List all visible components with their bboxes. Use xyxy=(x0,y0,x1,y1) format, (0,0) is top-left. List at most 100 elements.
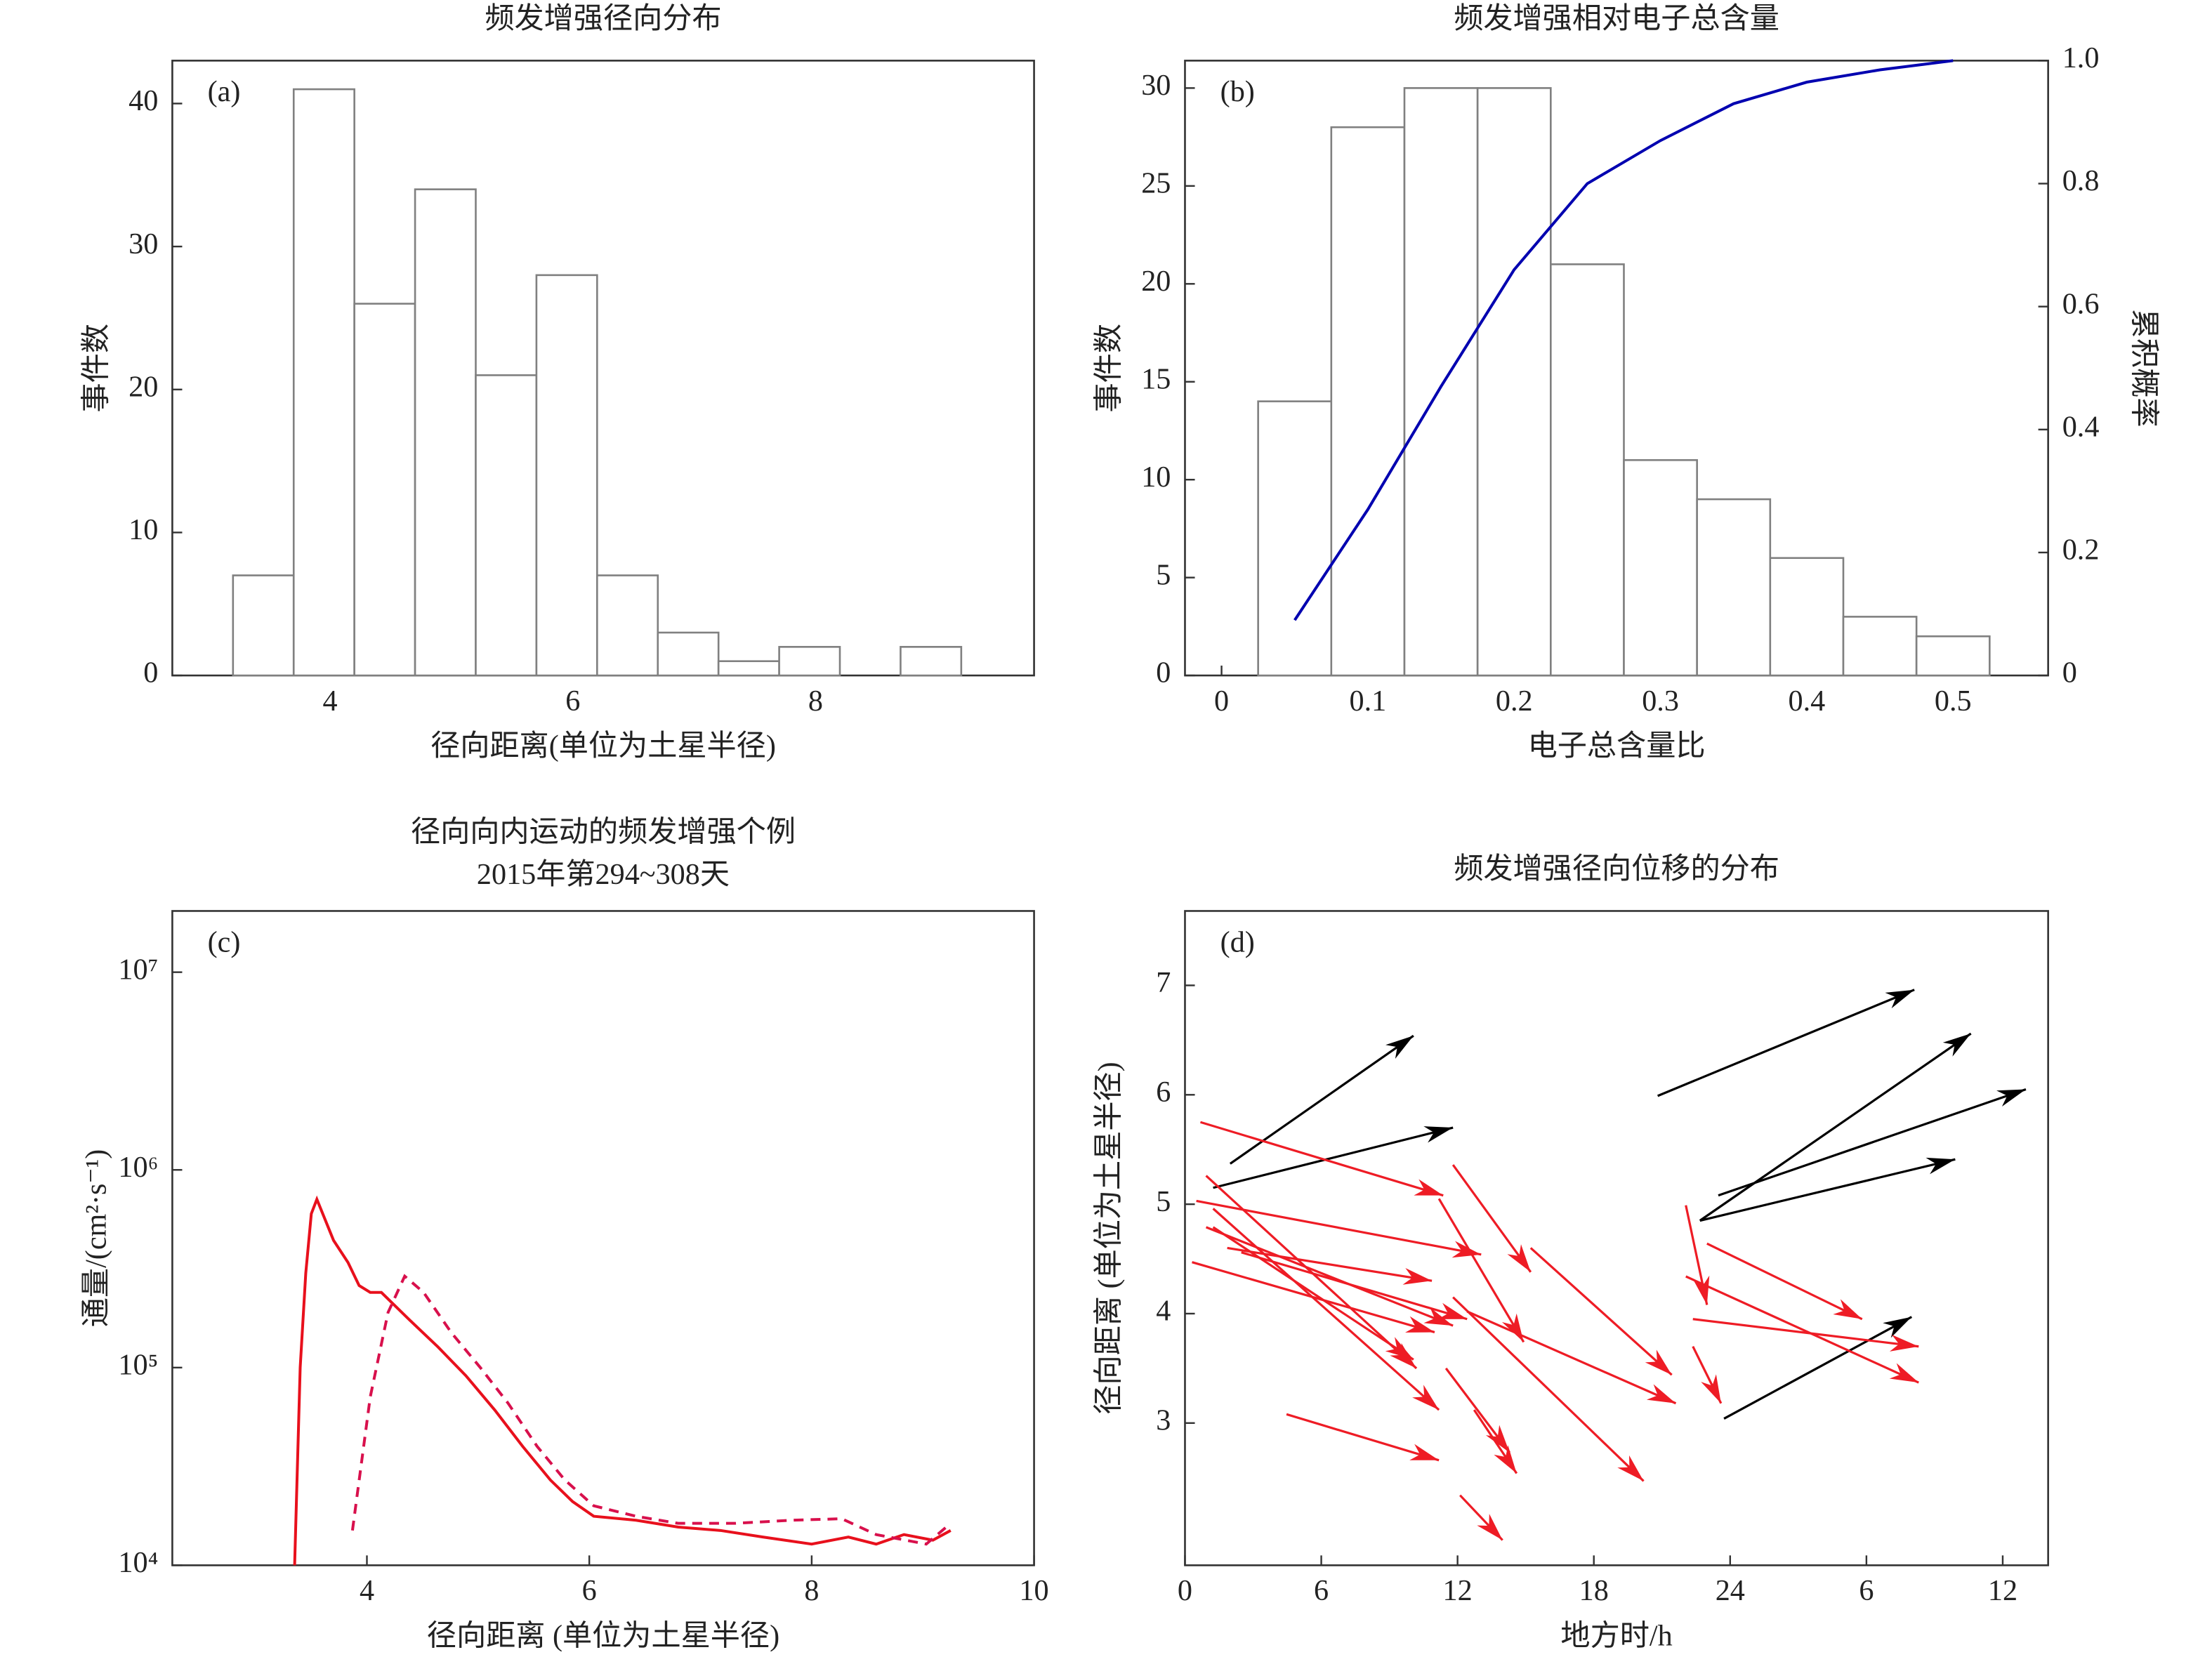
arrow-shaft xyxy=(1452,1296,1645,1482)
bar xyxy=(292,88,355,677)
plot-frame xyxy=(1184,910,2049,1566)
x-tick-label: 6 xyxy=(565,685,580,718)
data-line xyxy=(293,1195,952,1566)
arrow-shaft xyxy=(1657,989,1915,1097)
bar xyxy=(1476,87,1552,677)
x-axis-label: 径向距离(单位为土星半径) xyxy=(430,729,776,762)
bar xyxy=(1623,458,1698,677)
y-axis-label: 通量/(cm²·s⁻¹) xyxy=(80,1149,113,1328)
y-tick-label: 10⁷ xyxy=(118,953,158,986)
chart-subtitle: 2015年第294~308天 xyxy=(477,858,730,891)
y-tick-label: 15 xyxy=(1141,362,1171,395)
chart-title: 频发增强径向位移的分布 xyxy=(1454,852,1779,885)
y-tick-label: 20 xyxy=(129,370,158,403)
x-tick-label: 6 xyxy=(1314,1574,1329,1607)
y-tick-label: 10 xyxy=(1141,461,1171,494)
y-tick-label: 5 xyxy=(1156,558,1171,591)
arrow-shaft xyxy=(1212,1208,1440,1411)
arrow-head xyxy=(1617,1455,1644,1481)
arrow-head xyxy=(1451,1241,1482,1258)
x-tick-label: 0.2 xyxy=(1496,685,1533,718)
bar xyxy=(1403,87,1479,677)
y-tick-label: 4 xyxy=(1156,1295,1171,1328)
arrow-shaft xyxy=(1213,1126,1454,1189)
arrow-shaft xyxy=(1529,1247,1673,1376)
arrow-shaft xyxy=(1706,1242,1863,1321)
panel-label: (c) xyxy=(208,925,241,958)
arrow-shaft xyxy=(1200,1121,1444,1197)
data-line xyxy=(350,1274,952,1546)
arrow-head xyxy=(1494,1445,1517,1474)
arrow-shaft xyxy=(1699,1158,1956,1222)
y2-tick-label: 0.8 xyxy=(2062,164,2100,197)
bar xyxy=(1915,635,1991,677)
panel-label: (d) xyxy=(1220,925,1255,958)
arrow-head xyxy=(1889,1334,1919,1352)
bar xyxy=(1550,263,1625,677)
x-tick-label: 18 xyxy=(1579,1574,1609,1607)
x-tick-label: 8 xyxy=(808,685,823,718)
y-axis-label: 事件数 xyxy=(80,324,113,412)
arrow-head xyxy=(1402,1267,1433,1285)
arrow-head xyxy=(1385,1337,1414,1360)
arrow-head xyxy=(1485,1425,1510,1453)
x-axis-label: 地方时/h xyxy=(1560,1620,1672,1653)
arrow-shaft xyxy=(1196,1199,1482,1256)
arrow-head xyxy=(1405,1316,1435,1333)
arrow-head xyxy=(1889,1363,1919,1383)
arrow-shaft xyxy=(1286,1413,1440,1462)
arrow-shaft xyxy=(1723,1316,1913,1420)
x-tick-label: 4 xyxy=(323,685,338,718)
x-tick-label: 0.3 xyxy=(1642,685,1679,718)
x-tick-label: 10 xyxy=(1019,1574,1048,1607)
x-tick-label: 0.4 xyxy=(1789,685,1826,718)
y-tick-label: 30 xyxy=(1141,69,1171,102)
arrow-head xyxy=(1645,1349,1672,1375)
arrow-head xyxy=(1409,1444,1440,1460)
arrow-shaft xyxy=(1227,1246,1433,1282)
x-tick-label: 0.1 xyxy=(1350,685,1387,718)
y-tick-label: 25 xyxy=(1141,167,1171,200)
arrow-shaft xyxy=(1205,1226,1454,1327)
plot-frame xyxy=(171,910,1035,1566)
x-tick-label: 24 xyxy=(1716,1574,1745,1607)
y-tick-label: 10⁴ xyxy=(118,1546,158,1579)
bar xyxy=(1330,126,1406,677)
arrow-shaft xyxy=(1229,1034,1414,1165)
bar xyxy=(353,303,416,677)
y-tick-label: 40 xyxy=(129,84,158,117)
arrow-head xyxy=(1385,1036,1414,1059)
arrow-head xyxy=(1692,1275,1710,1305)
bar xyxy=(596,574,659,677)
y-axis-label: 事件数 xyxy=(1093,324,1126,412)
bar xyxy=(1769,557,1845,677)
x-tick-label: 6 xyxy=(582,1574,597,1607)
y-tick-label: 6 xyxy=(1156,1076,1171,1109)
x-tick-label: 8 xyxy=(804,1574,819,1607)
arrow-head xyxy=(1414,1179,1444,1196)
y-tick-label: 30 xyxy=(129,227,158,260)
arrow-shaft xyxy=(1212,1226,1414,1361)
y2-tick-label: 0.6 xyxy=(2062,287,2100,320)
arrow-shaft xyxy=(1685,1275,1919,1384)
arrow-head xyxy=(1885,989,1915,1009)
arrow-shaft xyxy=(1692,1318,1919,1348)
arrow-head xyxy=(1423,1307,1454,1326)
arrow-shaft xyxy=(1192,1261,1435,1334)
arrow-shaft xyxy=(1241,1251,1468,1321)
y-tick-label: 20 xyxy=(1141,265,1171,298)
chart-title: 频发增强径向分布 xyxy=(485,2,721,35)
arrow-shaft xyxy=(1699,1032,1972,1222)
bar xyxy=(232,574,295,677)
bar xyxy=(1257,400,1333,677)
arrow-head xyxy=(1883,1316,1912,1338)
y2-tick-label: 1.0 xyxy=(2062,41,2100,74)
x-tick-label: 12 xyxy=(1443,1574,1473,1607)
arrow-head xyxy=(1646,1384,1676,1404)
y-axis-label: 径向距离 (单位为土星半径) xyxy=(1093,1062,1126,1414)
bar xyxy=(778,646,841,677)
chart-title: 径向向内运动的频发增强个例 xyxy=(411,816,796,849)
arrow-head xyxy=(1507,1244,1531,1272)
bar xyxy=(475,374,538,677)
